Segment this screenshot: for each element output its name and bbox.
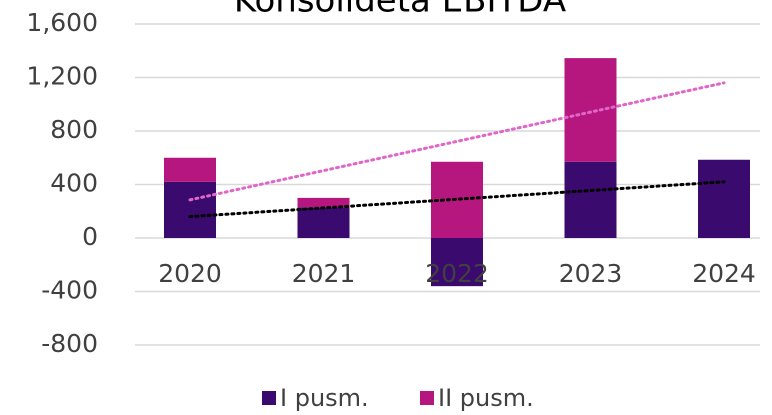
y-tick-label: 0 xyxy=(82,222,98,251)
x-tick-label: 2022 xyxy=(425,259,489,288)
bar xyxy=(431,238,483,287)
x-tick-label: 2021 xyxy=(292,259,356,288)
bar xyxy=(297,197,350,208)
legend-label: I pusm. xyxy=(280,384,369,412)
legend-swatch xyxy=(262,391,276,405)
y-tick-label: -400 xyxy=(41,276,98,305)
y-tick-label: -800 xyxy=(41,329,98,358)
chart-title: Konsolidētā EBITDA xyxy=(234,0,566,21)
bar xyxy=(164,181,216,238)
y-tick-label: 1,600 xyxy=(26,8,98,37)
bar xyxy=(164,157,216,182)
trendline xyxy=(188,81,726,202)
x-tick-label: 2020 xyxy=(158,259,222,288)
bar xyxy=(564,161,617,238)
trendline xyxy=(188,180,726,219)
bar xyxy=(698,159,750,238)
x-tick-label: 2024 xyxy=(692,259,756,288)
bar xyxy=(297,207,350,238)
y-tick-label: 400 xyxy=(50,169,98,198)
bar xyxy=(431,161,483,238)
legend-swatch xyxy=(420,391,434,405)
x-tick-label: 2023 xyxy=(559,259,623,288)
y-tick-label: 800 xyxy=(50,115,98,144)
bar xyxy=(564,58,617,162)
legend-label: II pusm. xyxy=(438,384,534,412)
y-tick-label: 1,200 xyxy=(26,62,98,91)
